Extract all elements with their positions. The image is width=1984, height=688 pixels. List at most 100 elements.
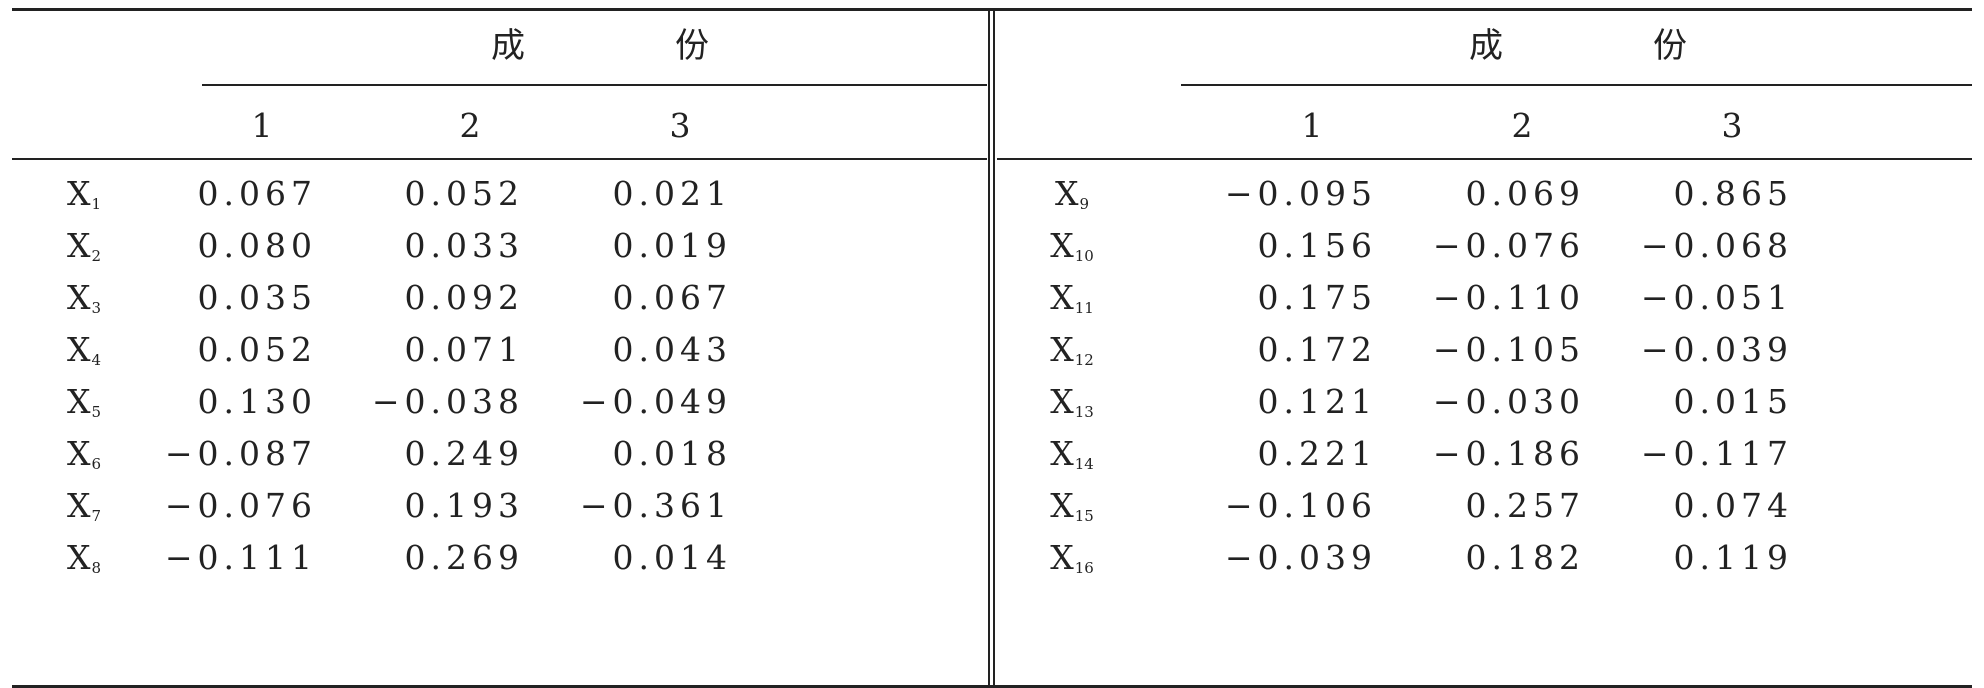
table-cell: 0.156 — [1257, 226, 1377, 265]
table-cell: 0.193 — [404, 486, 524, 525]
bottom-rule — [12, 685, 1972, 688]
variable-subscript: 13 — [1074, 403, 1094, 421]
row-label: X11 — [1050, 278, 1094, 328]
row-label: X1 — [67, 174, 101, 224]
variable-subscript: 9 — [1079, 195, 1090, 213]
table-cell: 0.067 — [197, 174, 317, 213]
variable-subscript: 4 — [91, 351, 102, 369]
column-header: 3 — [669, 106, 691, 145]
table-cell: 0.221 — [1257, 434, 1377, 473]
table-cell: 0.175 — [1257, 278, 1377, 317]
span-rule-left — [202, 84, 987, 86]
table-cell: −0.068 — [1640, 226, 1793, 265]
row-label: X6 — [67, 434, 101, 484]
variable-name: X — [66, 486, 91, 525]
variable-subscript: 7 — [91, 507, 102, 525]
table-cell: −0.039 — [1224, 538, 1377, 577]
table-cell: 0.015 — [1673, 382, 1793, 421]
table-cell: −0.030 — [1432, 382, 1585, 421]
variable-name: X — [66, 382, 91, 421]
table-cell: 0.269 — [404, 538, 524, 577]
header-rule-right — [997, 158, 1972, 160]
row-label: X5 — [67, 382, 101, 432]
row-label: X14 — [1050, 434, 1094, 484]
variable-subscript: 2 — [91, 247, 102, 265]
variable-name: X — [1050, 434, 1074, 473]
variable-name: X — [1050, 382, 1074, 421]
variable-name: X — [1050, 538, 1074, 577]
variable-subscript: 6 — [91, 455, 102, 473]
row-label: X2 — [67, 226, 101, 276]
span-header-char: 成 — [1469, 26, 1503, 66]
variable-name: X — [1050, 330, 1074, 369]
table-cell: 0.052 — [197, 330, 317, 369]
variable-subscript: 15 — [1074, 507, 1094, 525]
variable-name: X — [1054, 174, 1079, 213]
table-cell: 0.257 — [1465, 486, 1585, 525]
column-header: 2 — [1511, 106, 1533, 145]
column-header: 2 — [459, 106, 481, 145]
table-cell: 0.069 — [1465, 174, 1585, 213]
column-header: 1 — [251, 106, 273, 145]
span-header-char: 份 — [675, 26, 709, 66]
variable-subscript: 11 — [1074, 299, 1094, 317]
span-rule-right — [1181, 84, 1972, 86]
variable-name: X — [66, 174, 91, 213]
row-label: X10 — [1050, 226, 1094, 276]
row-label: X15 — [1050, 486, 1094, 536]
table-cell: −0.110 — [1432, 278, 1585, 317]
variable-subscript: 5 — [91, 403, 102, 421]
span-header-right: 成份 — [1469, 26, 1687, 66]
span-header-left: 成份 — [491, 26, 709, 66]
table-cell: −0.038 — [371, 382, 524, 421]
table-cell: −0.117 — [1640, 434, 1793, 473]
table-cell: 0.074 — [1673, 486, 1793, 525]
variable-name: X — [1050, 486, 1074, 525]
table-cell: 0.043 — [612, 330, 732, 369]
table-cell: −0.106 — [1224, 486, 1377, 525]
variable-name: X — [66, 330, 91, 369]
table-cell: 0.119 — [1673, 538, 1793, 577]
variable-name: X — [66, 434, 91, 473]
table-cell: 0.052 — [404, 174, 524, 213]
component-score-table: 成份 成份 1 2 3 X1 0.067 0.052 0.021 X2 0.080 0.033 0.… — [12, 8, 1972, 688]
table-cell: 0.067 — [612, 278, 732, 317]
vertical-divider — [993, 8, 995, 688]
variable-name: X — [66, 226, 91, 265]
table-cell: −0.076 — [1432, 226, 1585, 265]
span-header-char: 成 — [491, 26, 525, 66]
span-header-char: 份 — [1653, 26, 1687, 66]
table-cell: −0.111 — [164, 538, 317, 577]
table-cell: −0.076 — [164, 486, 317, 525]
variable-name: X — [66, 278, 91, 317]
column-header: 3 — [1721, 106, 1743, 145]
table-cell: −0.049 — [579, 382, 732, 421]
row-label: X16 — [1050, 538, 1094, 588]
variable-subscript: 10 — [1074, 247, 1094, 265]
table-cell: 0.021 — [612, 174, 732, 213]
table-cell: −0.087 — [164, 434, 317, 473]
variable-subscript: 12 — [1074, 351, 1094, 369]
row-label: X13 — [1050, 382, 1094, 432]
column-header: 1 — [1301, 106, 1323, 145]
table-cell: 0.172 — [1257, 330, 1377, 369]
row-label: X9 — [1055, 174, 1089, 224]
table-cell: 0.018 — [612, 434, 732, 473]
table-cell: −0.039 — [1640, 330, 1793, 369]
table-cell: 0.182 — [1465, 538, 1585, 577]
table-cell: −0.051 — [1640, 278, 1793, 317]
variable-subscript: 1 — [91, 195, 102, 213]
table-cell: 0.033 — [404, 226, 524, 265]
variable-name: X — [1050, 226, 1074, 265]
row-label: X8 — [67, 538, 101, 588]
table-cell: 0.035 — [197, 278, 317, 317]
variable-name: X — [66, 538, 91, 577]
row-label: X12 — [1050, 330, 1094, 380]
table-cell: 0.014 — [612, 538, 732, 577]
table-cell: 0.249 — [404, 434, 524, 473]
header-rule-left — [12, 158, 987, 160]
table-cell: 0.121 — [1257, 382, 1377, 421]
vertical-divider — [988, 8, 990, 688]
row-label: X4 — [67, 330, 101, 380]
table-cell: −0.361 — [579, 486, 732, 525]
